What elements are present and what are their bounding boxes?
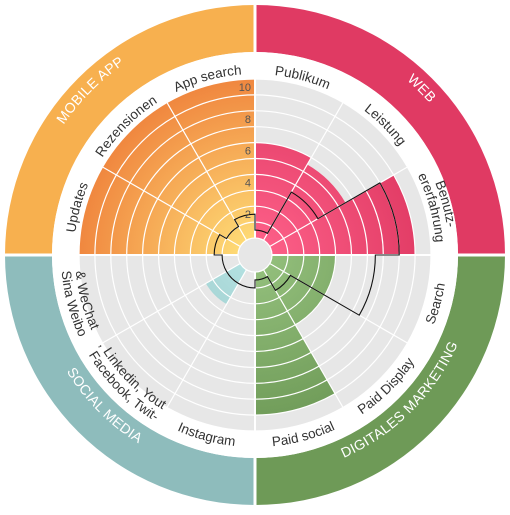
bar [79,167,241,255]
grid-spoke [102,166,241,248]
grid-spoke [102,262,241,344]
tick-label: 2 [245,209,251,221]
grid-spoke [166,102,248,241]
tick-label: 10 [239,82,251,94]
outline-series [213,182,400,316]
bar [167,79,255,241]
ticks-layer: 2 4 6 8 10 [239,82,251,221]
ring-segment-digitales-marketing [255,255,505,505]
ring-segment-mobile-app [5,5,255,255]
grid-spoke [262,269,344,408]
outline-layer [213,182,400,316]
bar [102,102,247,247]
bar [263,164,346,247]
bar [263,263,325,325]
bar [255,142,312,241]
ring-segment-social-media [5,255,255,505]
ring-segment-web [255,5,505,255]
tick-label: 8 [245,114,251,126]
bars-layer [79,79,416,416]
grid-spoke [166,269,248,408]
bar [205,263,247,305]
tick-label: 6 [245,146,251,158]
tick-label: 4 [245,177,251,189]
